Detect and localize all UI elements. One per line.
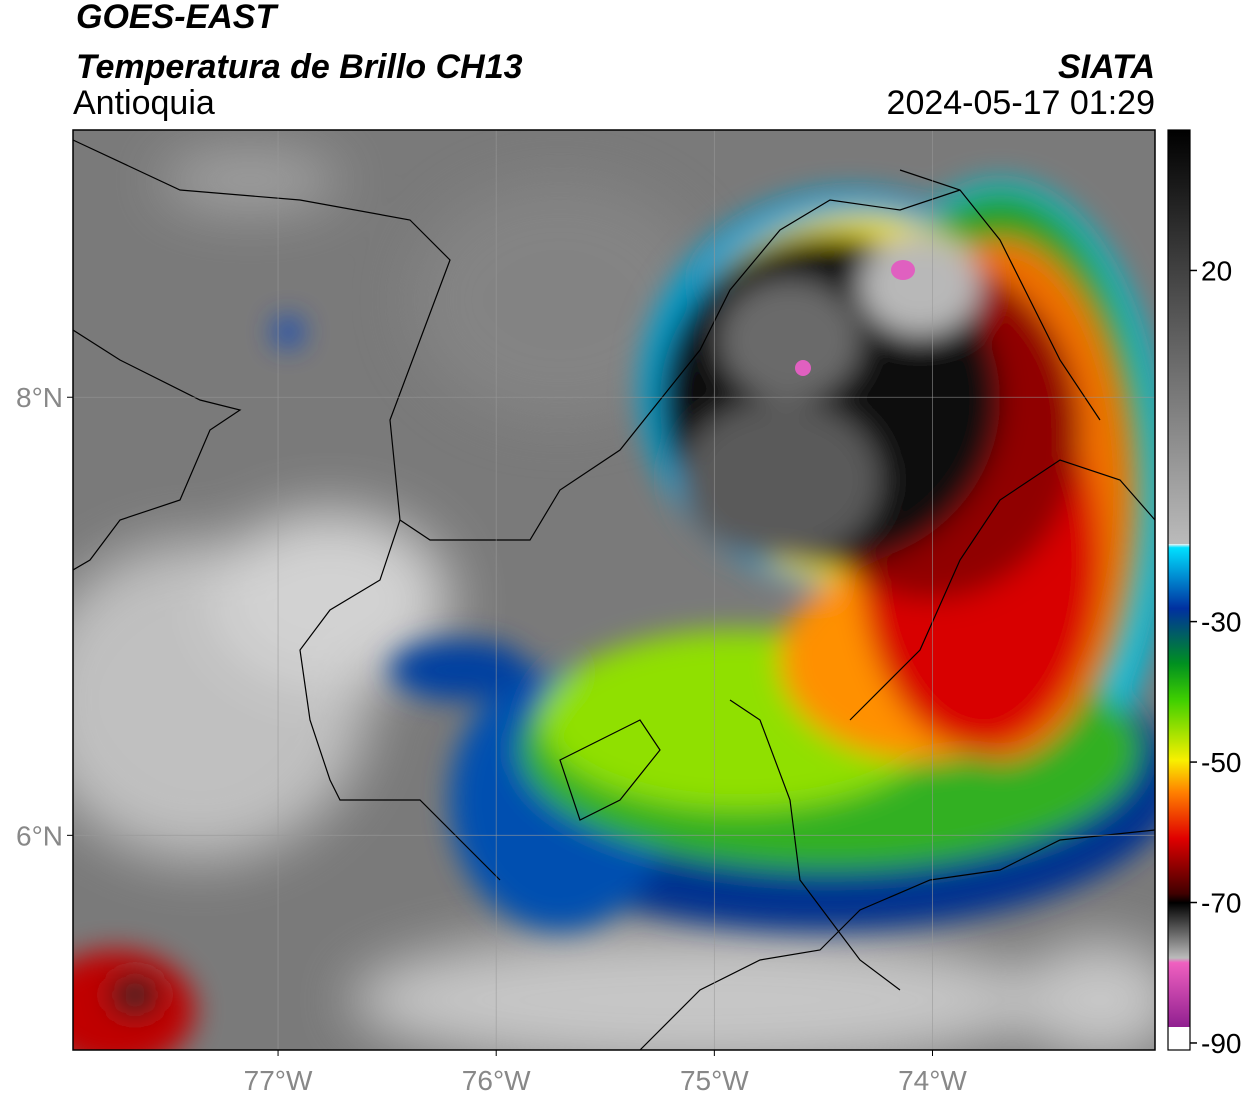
x-tick-label: 74°W: [898, 1065, 967, 1096]
colorbar-tick-label: -50: [1201, 747, 1241, 778]
colorbar-tick-label: 20: [1201, 255, 1232, 286]
y-tick-label: 6°N: [16, 820, 63, 851]
colorbar: [1167, 129, 1191, 1051]
graticule: [73, 130, 1155, 1050]
agency: SIATA: [1058, 48, 1155, 86]
colorbar-tick-label: -30: [1201, 607, 1241, 638]
cold-spot: [891, 260, 915, 280]
subtitle: Temperatura de Brillo CH13: [76, 48, 523, 86]
x-tick-label: 75°W: [680, 1065, 749, 1096]
colorbar-tick-label: -90: [1201, 1028, 1241, 1059]
boundaries: [73, 139, 1155, 1050]
map-frame: [72, 129, 1156, 1051]
colorbar-tick-label: -70: [1201, 888, 1241, 919]
x-tick-label: 76°W: [462, 1065, 531, 1096]
region: Antioquia: [73, 84, 215, 122]
datetime: 2024-05-17 01:29: [887, 84, 1155, 122]
cold-spot: [795, 360, 811, 376]
title: GOES-EAST: [76, 0, 279, 36]
y-tick-label: 8°N: [16, 382, 63, 413]
satellite-image: [73, 130, 1155, 1050]
x-tick-label: 77°W: [244, 1065, 313, 1096]
